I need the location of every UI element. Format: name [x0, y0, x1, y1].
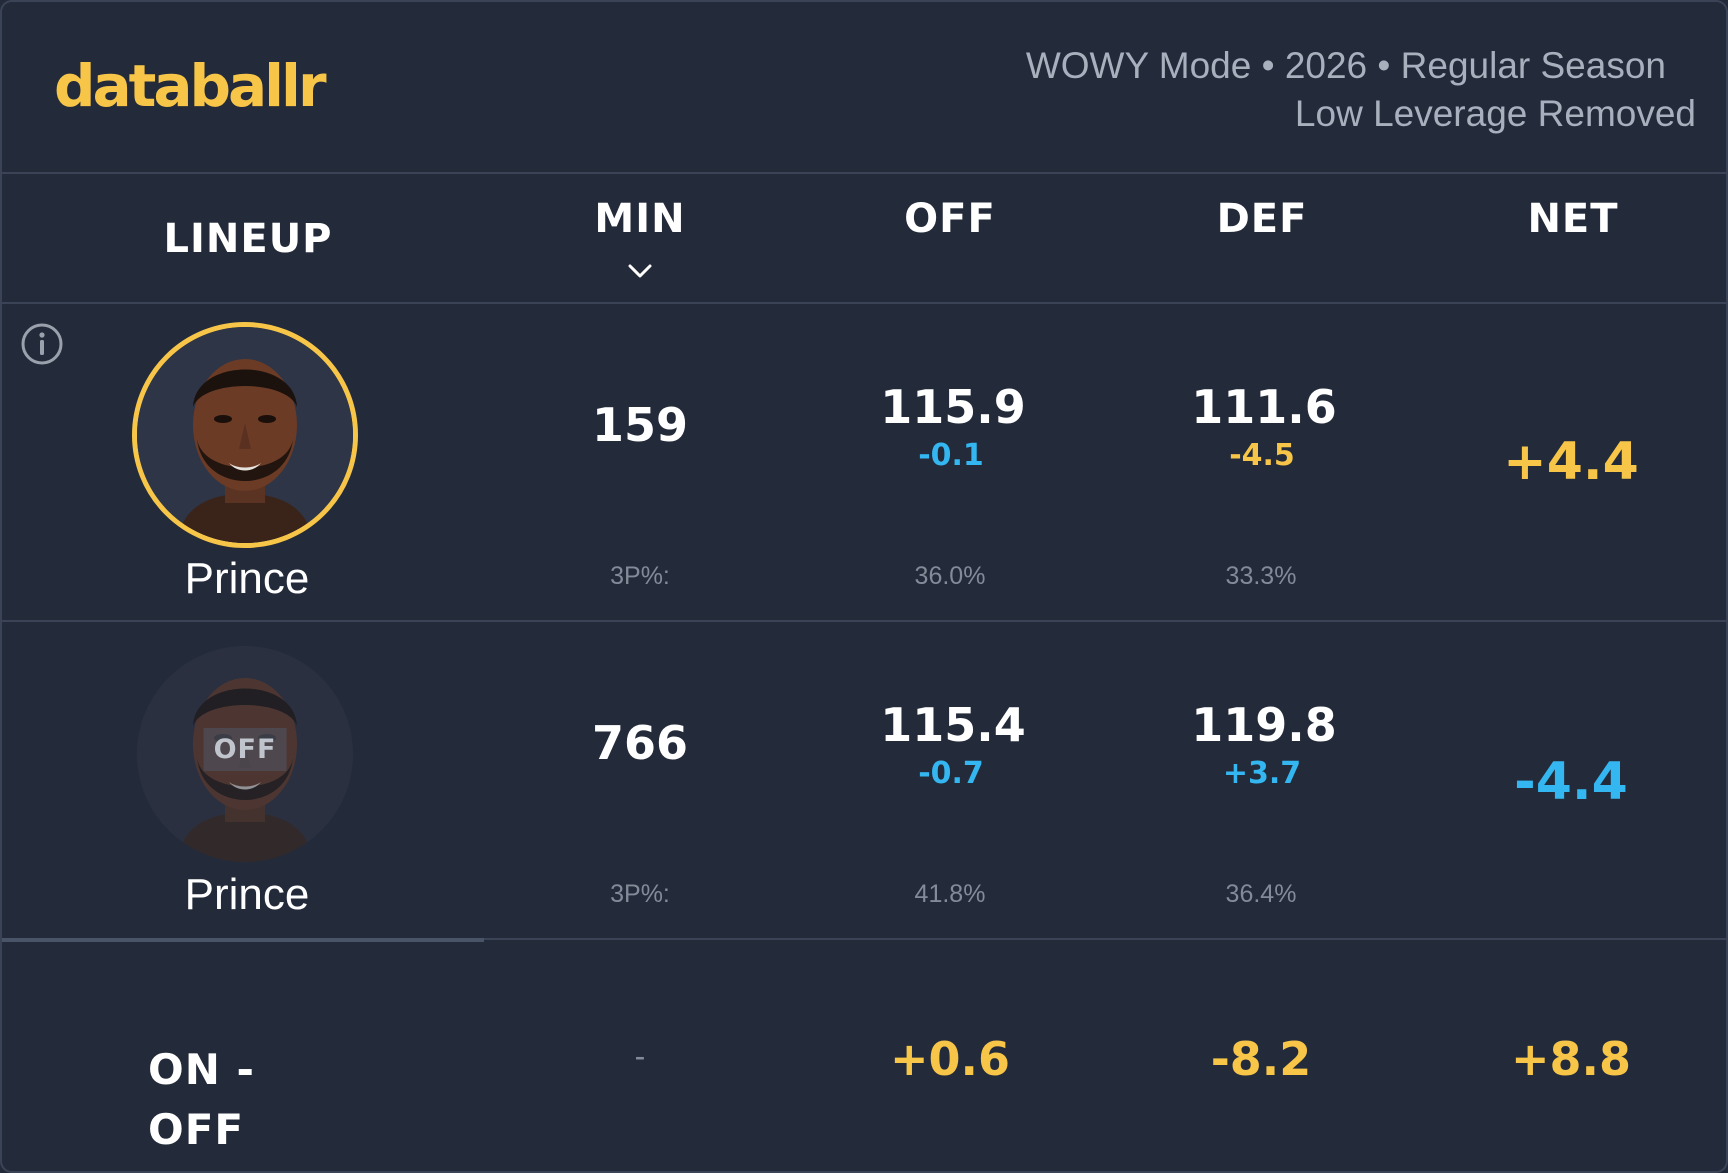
off-rating: 115.4 [880, 698, 1026, 752]
def-three-pt: 33.3% [1225, 562, 1297, 590]
context-info: WOWY Mode • 2026 • Regular Season Low Le… [1026, 42, 1696, 138]
player-face-icon [137, 327, 353, 543]
player-headshot-off[interactable]: OFF [137, 646, 353, 862]
player-name: Prince [184, 554, 310, 603]
databallr-logo[interactable]: databallr [54, 52, 327, 120]
divider [2, 938, 1726, 940]
lineup-row-off: OFF Prince 766 3P%: 115.4 -0.7 41.8% 119… [2, 622, 1726, 940]
context-line-filter: Low Leverage Removed [1294, 93, 1696, 134]
three-pt-label: 3P%: [610, 562, 670, 590]
info-icon[interactable] [20, 322, 64, 371]
net-rating: +4.4 [1503, 432, 1639, 492]
context-line-mode: WOWY Mode • 2026 • Regular Season [1025, 45, 1666, 86]
minutes-value: 159 [591, 398, 689, 452]
off-rating: 115.9 [880, 380, 1026, 434]
column-header-row: LINEUP MIN OFF DEF NET [2, 174, 1726, 304]
column-header-min[interactable]: MIN [594, 196, 686, 242]
on-off-minutes: - [634, 1038, 646, 1074]
chevron-down-icon[interactable] [627, 262, 653, 285]
def-rating: 111.6 [1191, 380, 1337, 434]
column-header-lineup: LINEUP [163, 216, 333, 262]
on-off-label-line1: ON - [148, 1045, 255, 1094]
player-headshot[interactable] [132, 322, 358, 548]
player-name: Prince [184, 870, 310, 919]
off-badge: OFF [203, 728, 287, 771]
on-off-off-diff: +0.6 [889, 1032, 1011, 1086]
off-three-pt: 36.0% [914, 562, 986, 590]
on-off-def-diff: -8.2 [1210, 1032, 1312, 1086]
on-off-label: ON - OFF [148, 1040, 328, 1160]
column-header-def[interactable]: DEF [1216, 196, 1308, 242]
on-off-net-diff: +8.8 [1510, 1032, 1632, 1086]
on-off-summary-row: ON - OFF - +0.6 -8.2 +8.8 [2, 940, 1726, 1171]
three-pt-label: 3P%: [610, 880, 670, 908]
card-header: databallr WOWY Mode • 2026 • Regular Sea… [2, 2, 1726, 174]
on-off-label-line2: OFF [148, 1105, 245, 1154]
def-rating-delta: -4.5 [1229, 438, 1295, 473]
column-header-off[interactable]: OFF [904, 196, 996, 242]
def-three-pt: 36.4% [1225, 880, 1297, 908]
def-rating: 119.8 [1191, 698, 1337, 752]
off-rating-delta: -0.1 [918, 438, 984, 473]
net-rating: -4.4 [1514, 752, 1628, 812]
minutes-value: 766 [591, 716, 689, 770]
def-rating-delta: +3.7 [1222, 756, 1302, 791]
off-rating-delta: -0.7 [918, 756, 984, 791]
column-header-net[interactable]: NET [1527, 196, 1619, 242]
divider-accent [2, 938, 484, 942]
lineup-row-on: Prince 159 3P%: 115.9 -0.1 36.0% 111.6 -… [2, 304, 1726, 622]
off-three-pt: 41.8% [914, 880, 986, 908]
